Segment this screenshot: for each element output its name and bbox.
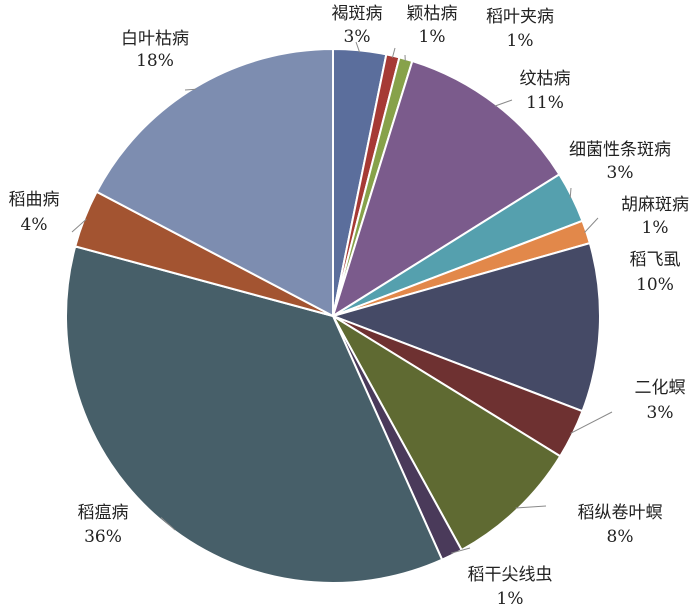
slice-name-label: 胡麻斑病 <box>621 195 689 215</box>
slice-value-label: 3% <box>344 27 371 47</box>
slice-name-label: 稻飞虱 <box>630 250 681 270</box>
pie-slice <box>330 313 562 552</box>
leader-line <box>584 217 599 233</box>
slice-name-label: 褐斑病 <box>332 4 383 24</box>
pie-slice <box>331 59 561 319</box>
leader-line <box>494 99 513 107</box>
slice-value-label: 3% <box>647 403 674 423</box>
slice-name-label: 稻瘟病 <box>78 503 129 523</box>
leader-line <box>515 505 547 509</box>
leader-line <box>391 47 396 58</box>
slice-value-label: 1% <box>642 218 669 238</box>
slice-name-label: 稻叶夹病 <box>486 7 554 27</box>
slice-name-label: 颖枯病 <box>407 4 458 24</box>
slice-labels: 褐斑病 3% 颖枯病 1% 稻叶夹病 1% 纹枯病 11% 细菌性条斑病 3% 胡麻斑病 1% 稻飞虱 1… <box>9 4 690 609</box>
leader-line <box>184 88 197 91</box>
pie-slice <box>65 245 444 584</box>
slice-value-label: 1% <box>497 589 524 609</box>
slice-name-label: 稻纵卷叶螟 <box>578 503 663 523</box>
leader-line <box>71 218 87 233</box>
leader-line <box>355 41 361 53</box>
pie-slice <box>95 47 334 318</box>
leader-line <box>569 187 572 198</box>
pie-slices <box>65 47 601 584</box>
leader-lines <box>71 41 613 554</box>
leader-line <box>570 411 613 434</box>
slice-name-label: 二化螟 <box>635 378 686 398</box>
slice-name-label: 纹枯病 <box>520 69 571 89</box>
slice-name-label: 细菌性条斑病 <box>569 140 671 160</box>
slice-value-label: 36% <box>84 527 122 547</box>
pie-slice <box>329 241 601 413</box>
slice-value-label: 3% <box>607 163 634 183</box>
slice-value-label: 4% <box>21 215 48 235</box>
slice-name-label: 稻干尖线虫 <box>468 565 553 585</box>
slice-value-label: 18% <box>136 51 174 71</box>
slice-value-label: 11% <box>526 93 564 113</box>
slice-value-label: 1% <box>507 31 534 51</box>
slice-name-label: 稻曲病 <box>9 190 60 210</box>
slice-value-label: 8% <box>607 527 634 547</box>
slice-value-label: 1% <box>419 27 446 47</box>
leader-line <box>160 517 176 531</box>
slice-name-label: 白叶枯病 <box>121 29 189 49</box>
slice-value-label: 10% <box>636 275 674 295</box>
leader-line <box>450 547 471 554</box>
